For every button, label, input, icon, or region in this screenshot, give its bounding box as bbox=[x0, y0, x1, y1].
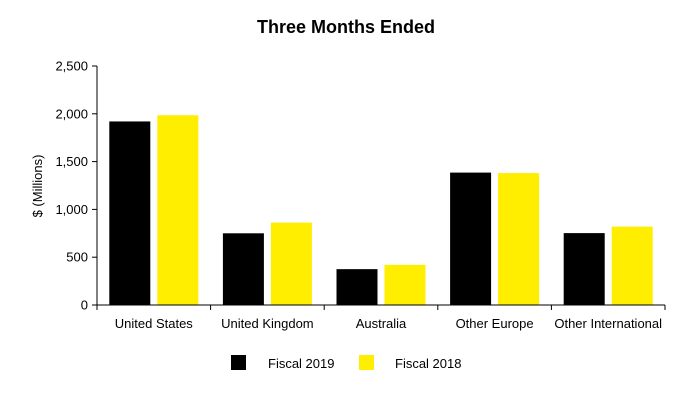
y-tick-label: 500 bbox=[66, 250, 88, 265]
x-tick-label: United States bbox=[115, 316, 194, 331]
y-axis: 0 500 1,000 1,500 2,000 2,500 bbox=[55, 59, 97, 313]
y-tick-label: 1,500 bbox=[55, 154, 88, 169]
y-tick-label: 2,000 bbox=[55, 106, 88, 121]
y-tick-label: 1,000 bbox=[55, 202, 88, 217]
legend-label: Fiscal 2019 bbox=[268, 356, 334, 371]
bar-australia-fiscal-2019 bbox=[336, 269, 378, 305]
chart-title: Three Months Ended bbox=[257, 17, 435, 37]
x-tick-label: Other Europe bbox=[456, 316, 534, 331]
bar-united-kingdom-fiscal-2019 bbox=[222, 233, 264, 305]
x-tick-label: United Kingdom bbox=[221, 316, 314, 331]
x-axis: United States United Kingdom Australia Othe… bbox=[96, 305, 666, 331]
y-tick-label: 2,500 bbox=[55, 59, 88, 74]
legend-swatch bbox=[359, 355, 374, 370]
bar-other-europe-fiscal-2018 bbox=[498, 173, 540, 305]
bar-united-states-fiscal-2019 bbox=[109, 121, 151, 305]
bar-other-international-fiscal-2018 bbox=[611, 226, 653, 305]
y-axis-label: $ (Millions) bbox=[30, 155, 45, 218]
bar-australia-fiscal-2018 bbox=[384, 264, 426, 305]
legend-swatch bbox=[231, 355, 246, 370]
axis-lines bbox=[96, 66, 665, 306]
y-tick-label: 0 bbox=[81, 298, 88, 313]
bars-group bbox=[109, 115, 653, 305]
legend: Fiscal 2019 Fiscal 2018 bbox=[231, 355, 461, 371]
bar-other-international-fiscal-2019 bbox=[563, 233, 605, 305]
bar-united-kingdom-fiscal-2018 bbox=[270, 222, 312, 305]
bar-united-states-fiscal-2018 bbox=[157, 115, 199, 305]
bar-other-europe-fiscal-2019 bbox=[450, 172, 492, 305]
x-tick-label: Australia bbox=[356, 316, 407, 331]
legend-label: Fiscal 2018 bbox=[395, 356, 461, 371]
x-tick-label: Other International bbox=[554, 316, 662, 331]
